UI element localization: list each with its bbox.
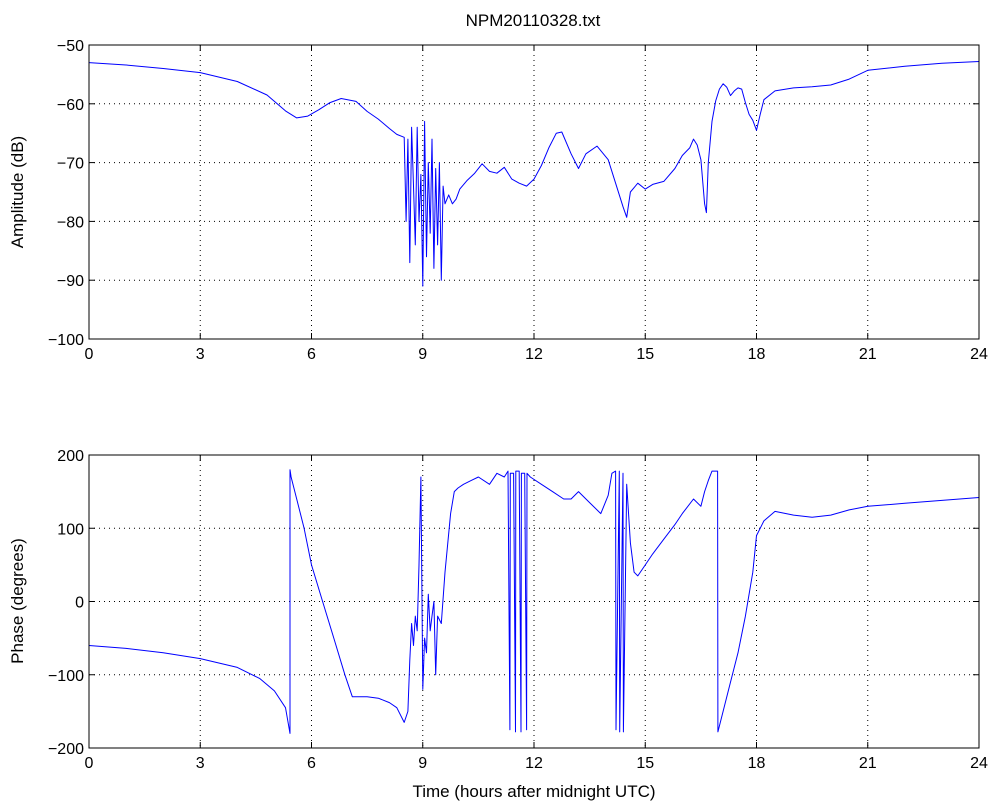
amplitude-ytick-label: −100 <box>48 332 84 349</box>
amplitude-xtick-label: 24 <box>970 346 988 363</box>
amplitude-ytick-label: −50 <box>57 38 84 55</box>
phase-ticks: 0 3 6 9 12 15 18 21 24 −200 −100 0 100 200 <box>48 448 988 772</box>
amplitude-ytick-label: −90 <box>57 273 84 290</box>
phase-xtick-label: 12 <box>525 755 543 772</box>
figure-title: NPM20110328.txt <box>466 11 601 30</box>
phase-ytick-label: 200 <box>57 448 84 465</box>
amplitude-ytick-label: −70 <box>57 156 84 173</box>
phase-xtick-label: 24 <box>970 755 988 772</box>
amplitude-xtick-label: 18 <box>748 346 766 363</box>
phase-xtick-label: 0 <box>85 755 94 772</box>
phase-grid <box>89 455 979 748</box>
phase-xtick-label: 3 <box>196 755 205 772</box>
phase-xtick-label: 6 <box>307 755 316 772</box>
phase-series <box>88 469 980 734</box>
amplitude-grid <box>89 45 979 339</box>
phase-ytick-label: −200 <box>48 741 84 758</box>
phase-xtick-label: 21 <box>859 755 877 772</box>
phase-ytick-label: −100 <box>48 668 84 685</box>
phase-ylabel: Phase (degrees) <box>8 538 27 664</box>
phase-ytick-label: 100 <box>57 521 84 538</box>
amplitude-xtick-label: 12 <box>525 346 543 363</box>
phase-axes: 0 3 6 9 12 15 18 21 24 −200 −100 0 100 200 Phase (deg… <box>8 448 988 801</box>
amplitude-axes: 0 3 6 9 12 15 18 21 24 −100 −90 −80 −70 −60 −50 Amplit… <box>8 38 988 363</box>
amplitude-xtick-label: 0 <box>85 346 94 363</box>
phase-xtick-label: 15 <box>636 755 654 772</box>
amplitude-xtick-label: 21 <box>859 346 877 363</box>
phase-xtick-label: 9 <box>418 755 427 772</box>
phase-ytick-label: 0 <box>75 595 84 612</box>
amplitude-series <box>88 61 980 287</box>
amplitude-ytick-label: −60 <box>57 97 84 114</box>
amplitude-xtick-label: 15 <box>636 346 654 363</box>
amplitude-series-line <box>88 61 980 287</box>
amplitude-ylabel: Amplitude (dB) <box>8 136 27 248</box>
phase-xlabel: Time (hours after midnight UTC) <box>412 782 655 801</box>
amplitude-xtick-label: 6 <box>307 346 316 363</box>
amplitude-ticks: 0 3 6 9 12 15 18 21 24 −100 −90 −80 −70 −60 −50 <box>48 38 988 363</box>
amplitude-xtick-label: 3 <box>196 346 205 363</box>
phase-xtick-label: 18 <box>748 755 766 772</box>
phase-series-line <box>88 469 980 734</box>
amplitude-ytick-label: −80 <box>57 214 84 231</box>
amplitude-xtick-label: 9 <box>418 346 427 363</box>
